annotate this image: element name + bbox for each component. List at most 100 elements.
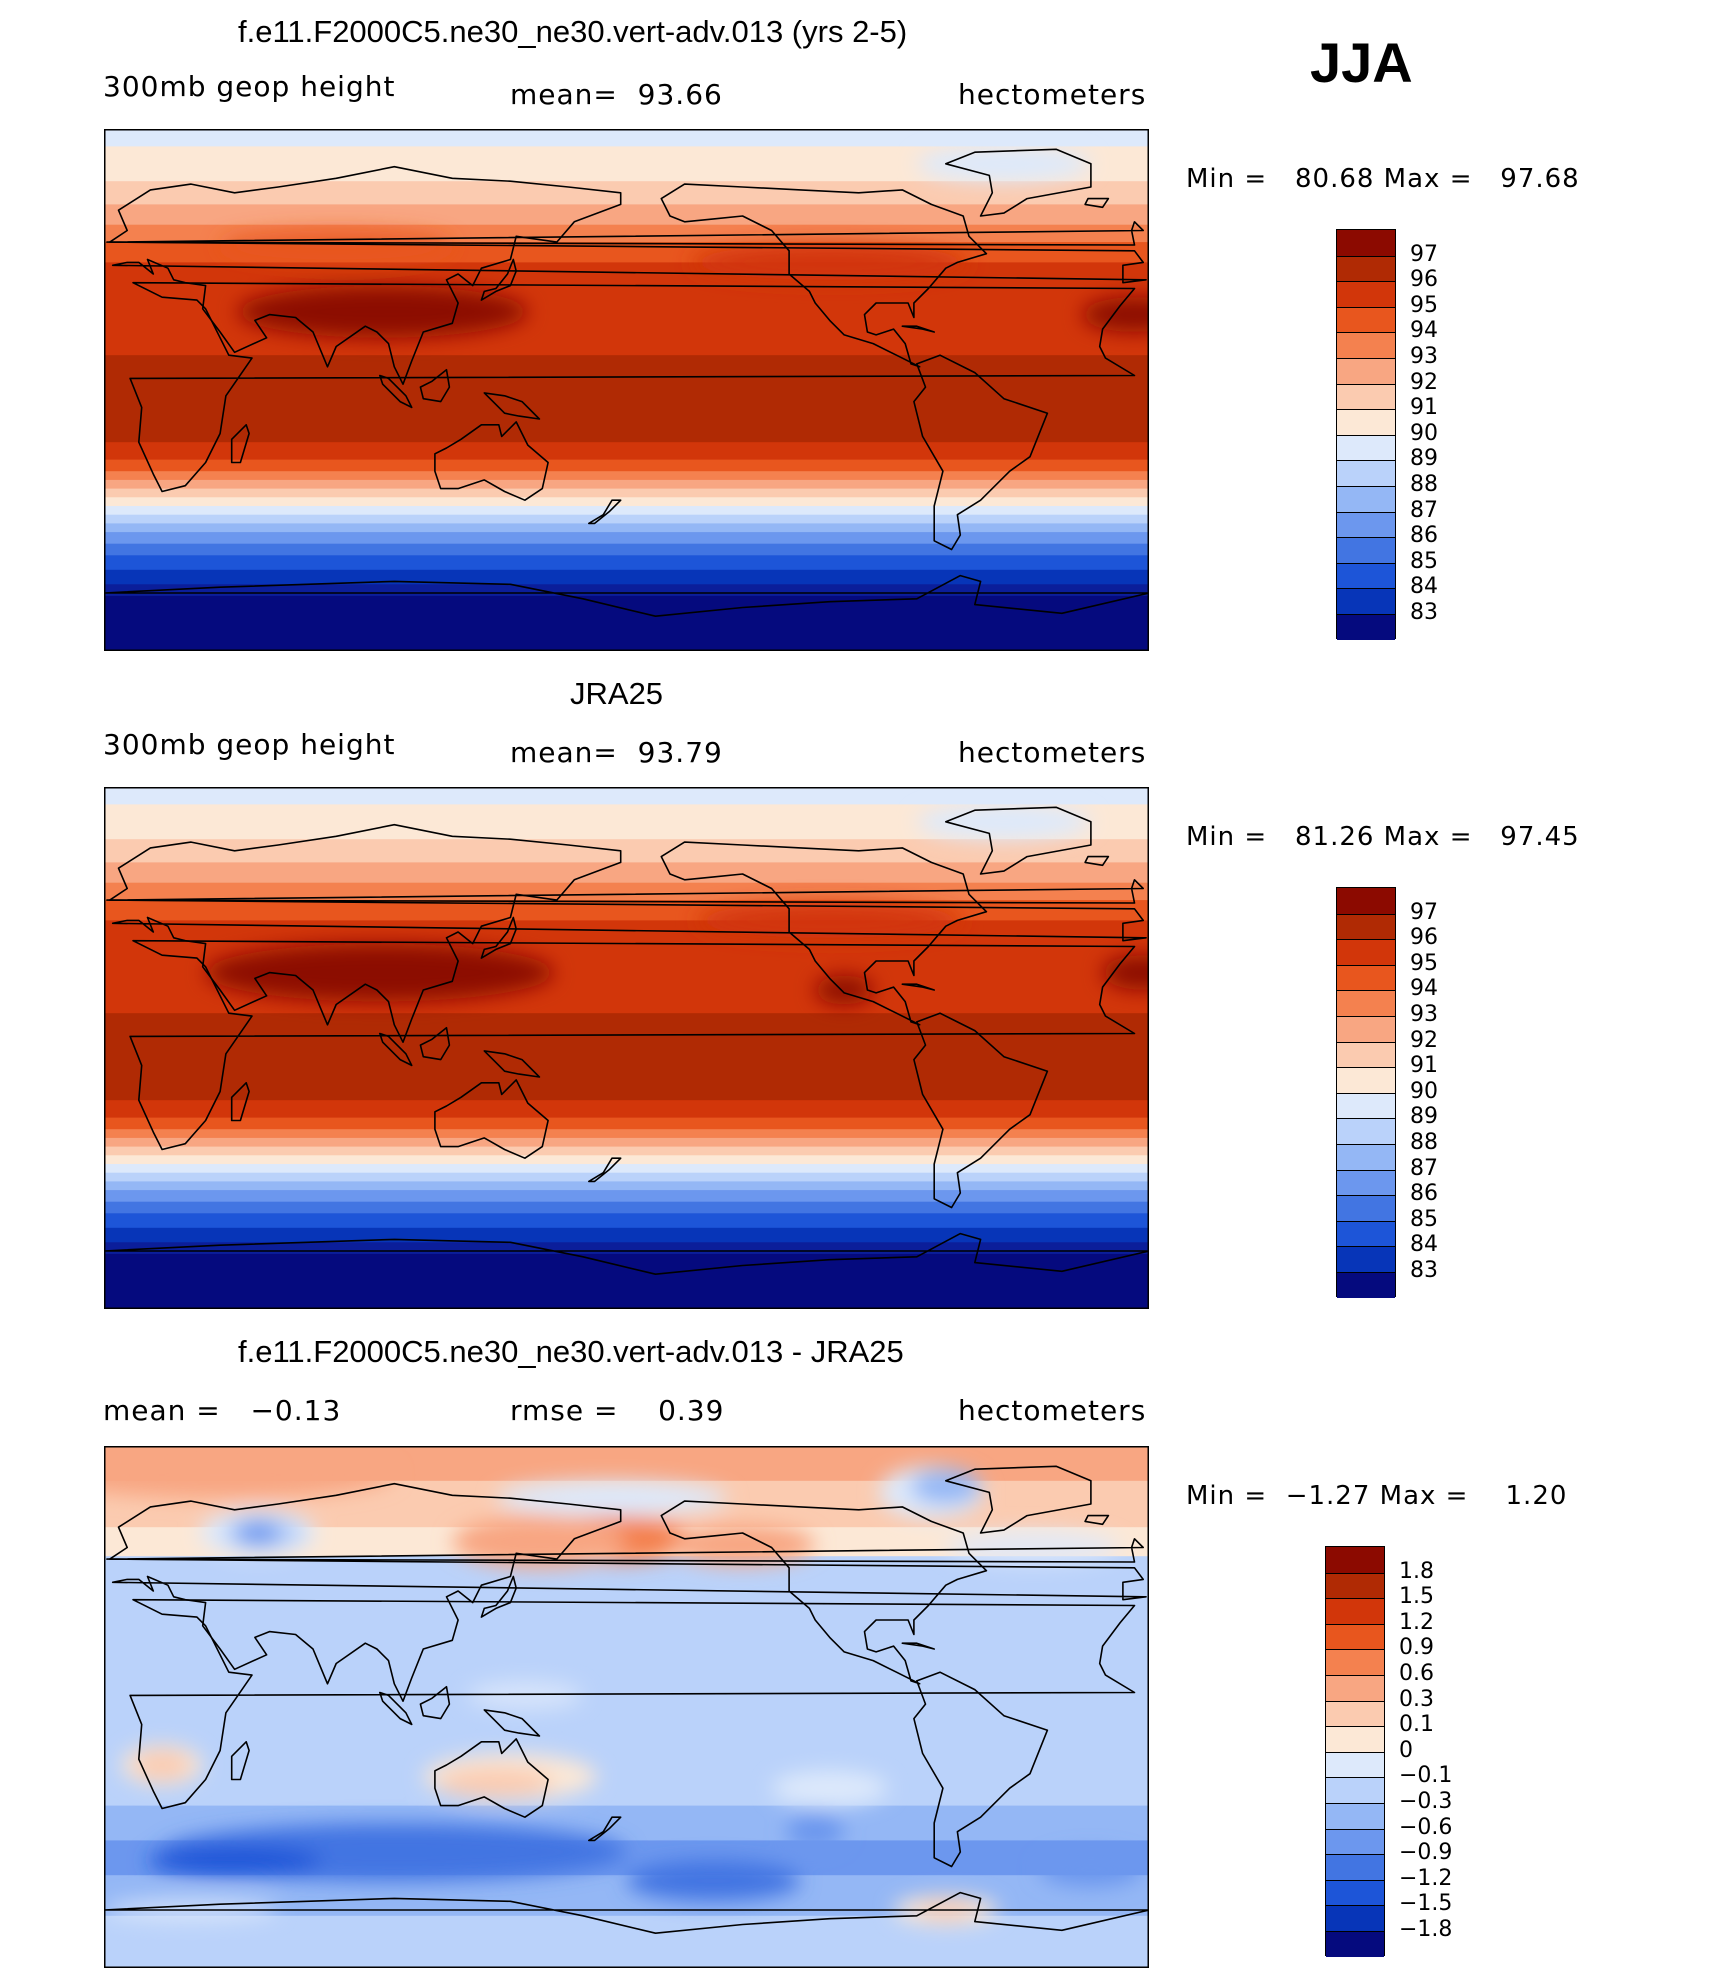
colorbar-tick-label: 0.9 — [1399, 1635, 1434, 1661]
colorbar-tick-label: 86 — [1410, 1181, 1438, 1207]
colorbar-segment — [1337, 281, 1395, 307]
colorbar-tick-label: 93 — [1410, 344, 1438, 369]
field-band — [104, 514, 1149, 525]
field-anomaly — [626, 1860, 801, 1902]
panel-2-units-label: hectometers — [958, 736, 1147, 769]
colorbar-segment — [1326, 1803, 1384, 1829]
colorbar-tick-label: −0.1 — [1399, 1763, 1453, 1789]
colorbar-tick-label: 86 — [1410, 523, 1438, 549]
colorbar-segment — [1337, 460, 1395, 486]
field-anomaly — [916, 146, 1091, 182]
colorbar-box — [1325, 1546, 1385, 1957]
field-band — [104, 1117, 1149, 1131]
field-band — [104, 497, 1149, 507]
colorbar-segment — [1337, 588, 1395, 614]
colorbar-segment — [1337, 888, 1395, 914]
coastline — [1084, 197, 1110, 209]
coastline — [230, 423, 250, 464]
colorbar-segment — [1326, 1547, 1384, 1573]
colorbar-box — [1336, 887, 1396, 1298]
field-band — [104, 355, 1149, 444]
colorbar-segment — [1337, 511, 1395, 538]
field-anomaly — [104, 1451, 395, 1499]
colorbar-tick-label: 1.2 — [1399, 1609, 1434, 1635]
colorbar-tick-label: 0.3 — [1399, 1686, 1434, 1712]
colorbar-tick-label: −0.9 — [1399, 1840, 1453, 1866]
colorbar-segment — [1337, 614, 1395, 640]
field-band — [104, 1172, 1149, 1183]
field-band — [104, 488, 1149, 499]
field-band — [104, 1181, 1149, 1192]
colorbar-tick-label: −1.2 — [1399, 1865, 1453, 1891]
colorbar-segment — [1337, 939, 1395, 965]
colorbar-segment — [1337, 255, 1395, 282]
field-band — [104, 1013, 1149, 1102]
colorbar-tick-label: 0 — [1399, 1737, 1413, 1763]
coastline — [660, 183, 988, 368]
colorbar-segment — [1337, 1195, 1395, 1221]
colorbar-tick-label: 94 — [1410, 976, 1438, 1002]
colorbar-segment — [1337, 1246, 1395, 1272]
colorbar-segment — [1326, 1854, 1384, 1880]
colorbar-segment — [1337, 1220, 1395, 1247]
coastline — [587, 1157, 622, 1183]
colorbar-segment — [1337, 1067, 1395, 1093]
panel-1-minmax: Min = 80.68 Max = 97.68 — [1186, 164, 1580, 194]
colorbar-segment — [1337, 913, 1395, 940]
colorbar-segment — [1337, 383, 1395, 410]
field-anomaly — [133, 1750, 192, 1780]
field-band — [104, 1915, 1149, 1968]
coastline — [944, 148, 1092, 217]
coastline — [480, 1575, 518, 1618]
colorbar-tick-label: 0.1 — [1399, 1712, 1434, 1738]
field-anomaly — [1102, 955, 1149, 990]
coastline — [109, 1482, 1147, 1702]
coastline — [901, 983, 936, 991]
colorbar-tick-label: 1.8 — [1399, 1558, 1434, 1584]
colorbar-tick-label: −1.5 — [1399, 1891, 1453, 1917]
coastline — [419, 368, 451, 403]
map-frame — [104, 787, 1149, 1309]
colorbar-tick-label: 96 — [1410, 925, 1438, 951]
colorbar-tick-label: −0.3 — [1399, 1789, 1453, 1814]
colorbar-tick-label: 88 — [1410, 472, 1438, 497]
field-anomaly — [910, 1469, 981, 1504]
coastline — [660, 1500, 988, 1685]
colorbar-tick-label: 97 — [1410, 899, 1438, 925]
panel-2-title: JRA25 — [570, 676, 664, 711]
field-anomaly — [916, 804, 1091, 840]
field-band — [104, 1129, 1149, 1139]
coastline — [587, 1816, 622, 1842]
coastline — [106, 879, 1144, 904]
map-frame — [104, 1446, 1149, 1968]
colorbar-tick-label: 93 — [1410, 1002, 1438, 1027]
colorbar-tick-label: 90 — [1410, 1078, 1438, 1104]
coastline — [230, 1740, 250, 1781]
field-band — [104, 1137, 1149, 1148]
field-anomaly — [220, 230, 453, 260]
panel-3-field-svg — [104, 1446, 1149, 1968]
coastline — [129, 939, 1136, 1151]
coastline — [129, 281, 1136, 493]
coastline — [483, 1709, 541, 1737]
colorbar-segment — [1337, 358, 1395, 384]
coastline — [660, 841, 988, 1026]
coastline — [480, 258, 518, 301]
coastline — [230, 1081, 250, 1122]
coastline — [109, 165, 1147, 385]
field-anomaly — [670, 1524, 816, 1565]
coastline — [483, 1050, 541, 1078]
field-anomaly — [945, 1530, 1120, 1565]
colorbar-segment — [1337, 332, 1395, 358]
season-label: JJA — [1310, 31, 1413, 94]
colorbar-box — [1336, 229, 1396, 640]
colorbar-segment — [1337, 990, 1395, 1016]
coastline — [106, 221, 1144, 246]
colorbar-segment — [1337, 1016, 1395, 1042]
panel-3-map — [104, 1446, 1149, 1968]
panel-1-units-label: hectometers — [958, 78, 1147, 111]
field-anomaly — [815, 975, 874, 1005]
colorbar-segment — [1326, 1623, 1384, 1650]
colorbar-tick-label: 88 — [1410, 1130, 1438, 1155]
field-band — [104, 523, 1149, 534]
